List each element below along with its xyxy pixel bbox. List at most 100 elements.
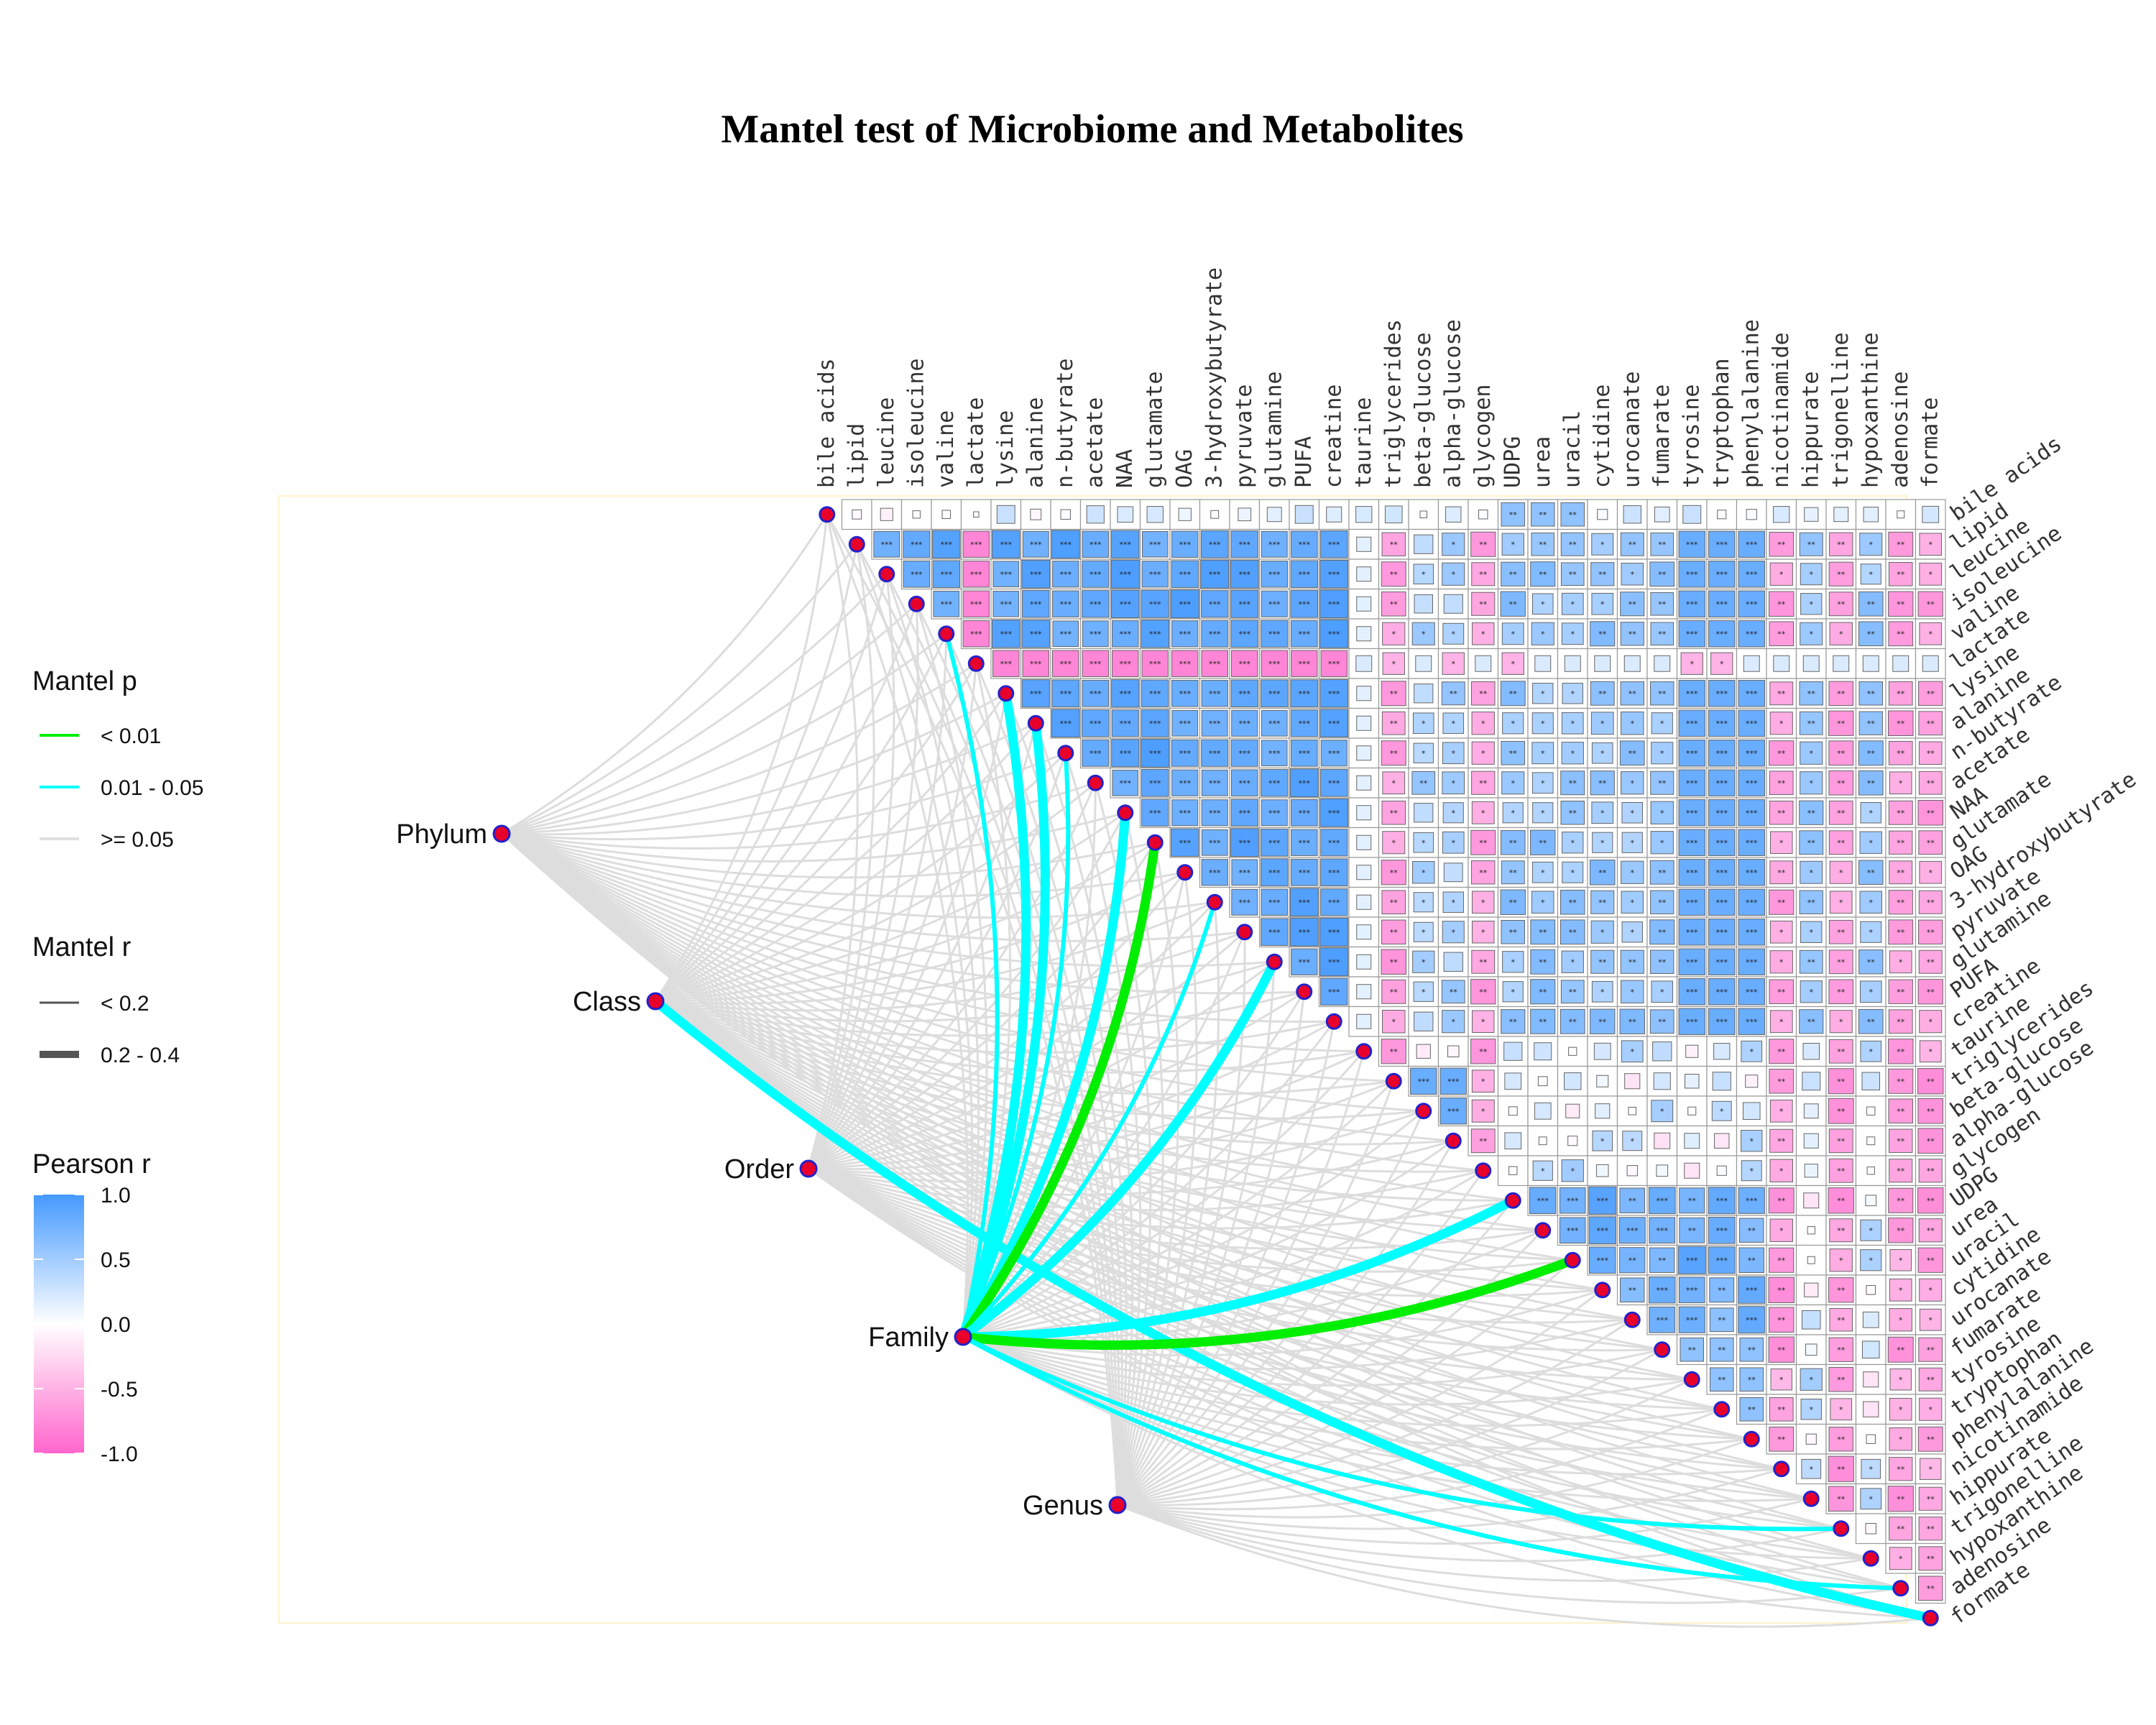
cell-lipid-nicotinamide: ** bbox=[1766, 528, 1797, 560]
cell-alanine-adenosine: ** bbox=[1885, 707, 1917, 739]
cell-nicotinamide-formate: * bbox=[1915, 1453, 1946, 1485]
cell-lactate-formate bbox=[1915, 648, 1946, 679]
cell-isoleucine-udpg: ** bbox=[1497, 588, 1529, 620]
node-hypoxanthine bbox=[1862, 1550, 1879, 1567]
cell-lysine-uracil: * bbox=[1557, 678, 1588, 709]
cell-triglycerides-nicotinamide: ** bbox=[1766, 1065, 1797, 1097]
cell-lysine-oag: *** bbox=[1169, 678, 1201, 709]
signif-mark: * bbox=[1779, 1375, 1784, 1384]
signif-mark: *** bbox=[1716, 809, 1728, 818]
cell-fumarate-trigonelline: ** bbox=[1825, 1334, 1857, 1366]
cell-valine-pufa: *** bbox=[1289, 618, 1320, 650]
signif-mark: * bbox=[1452, 838, 1456, 847]
link-family-cytidine bbox=[962, 1289, 1603, 1357]
signif-mark: *** bbox=[1209, 630, 1221, 639]
signif-mark: * bbox=[1869, 988, 1874, 997]
link-order-urocanate bbox=[808, 1167, 1633, 1324]
signif-mark: ** bbox=[1837, 1435, 1846, 1444]
signif-mark: ** bbox=[1837, 1077, 1846, 1086]
signif-mark: *** bbox=[1686, 570, 1698, 579]
link-order-hypoxanthine bbox=[808, 1167, 1871, 1560]
signif-mark: *** bbox=[1597, 1196, 1609, 1205]
signif-mark: *** bbox=[1686, 630, 1698, 639]
cell-leucine-glutamate: *** bbox=[1139, 558, 1171, 590]
cell-isoleucine-lactate: *** bbox=[960, 588, 992, 620]
signif-mark: ** bbox=[1837, 599, 1846, 609]
signif-mark: ** bbox=[1837, 809, 1846, 818]
cell-pyruvate-urea: ** bbox=[1527, 916, 1559, 948]
cell-glutamate-oag: *** bbox=[1169, 827, 1201, 858]
top-label-creatine: creatine bbox=[1321, 385, 1346, 489]
signif-mark: * bbox=[1779, 928, 1784, 937]
cell-isoleucine-pufa: *** bbox=[1289, 588, 1320, 620]
signif-mark: *** bbox=[1268, 570, 1281, 579]
signif-mark: * bbox=[1600, 928, 1605, 937]
cell-lipid-lysine: *** bbox=[990, 528, 1022, 560]
signif-mark: ** bbox=[1479, 599, 1488, 609]
cell-alanine-oag: *** bbox=[1169, 707, 1201, 739]
cell-n-butyrate-taurine bbox=[1348, 737, 1380, 769]
cell-glycogen-udpg bbox=[1497, 1155, 1529, 1187]
cell-pufa-taurine bbox=[1348, 976, 1380, 1008]
signif-mark: ** bbox=[1628, 1256, 1637, 1265]
cell-glycogen-formate: ** bbox=[1915, 1155, 1946, 1187]
cell-oag-hippurate: * bbox=[1795, 857, 1827, 888]
cell-lactate-glutamate: *** bbox=[1139, 648, 1171, 679]
signif-mark: * bbox=[1631, 988, 1635, 997]
signif-mark: * bbox=[1452, 659, 1456, 668]
cell-pyruvate-glutamine: *** bbox=[1258, 916, 1290, 948]
cell-n-butyrate-triglycerides: ** bbox=[1378, 737, 1409, 769]
signif-mark: * bbox=[1511, 659, 1516, 668]
cell-oag-hypoxanthine: ** bbox=[1855, 857, 1886, 888]
link-class-tyrosine bbox=[655, 1000, 1692, 1381]
signif-mark: *** bbox=[1000, 540, 1013, 549]
signif-mark: ** bbox=[1777, 749, 1786, 758]
node-tyrosine bbox=[1683, 1371, 1700, 1388]
cell-uracil-nicotinamide: ** bbox=[1766, 1244, 1797, 1276]
link-family-alanine bbox=[958, 722, 1050, 1339]
cell-udpg-fumarate: *** bbox=[1646, 1184, 1678, 1216]
cell-pufa-hypoxanthine: * bbox=[1855, 976, 1886, 1008]
signif-mark: *** bbox=[1746, 838, 1758, 847]
cell-lipid-taurine bbox=[1348, 528, 1380, 560]
cell-naa-uracil: ** bbox=[1557, 797, 1588, 829]
signif-mark: * bbox=[1481, 1017, 1485, 1026]
cell-fumarate-hippurate bbox=[1795, 1334, 1827, 1366]
link-family-acetate bbox=[962, 783, 1097, 1338]
cell-3-hydroxybutyrate-tyrosine: *** bbox=[1676, 886, 1708, 918]
link-class-bile-acids bbox=[654, 514, 829, 1002]
signif-mark: ** bbox=[1867, 719, 1876, 728]
cell-oag-pyruvate: *** bbox=[1229, 857, 1261, 888]
link-genus-3-hydroxybutyrate bbox=[1116, 902, 1220, 1506]
signif-mark: *** bbox=[1328, 988, 1340, 997]
signif-mark: * bbox=[1541, 599, 1545, 609]
cell-lipid-triglycerides: ** bbox=[1378, 528, 1409, 560]
cell-valine-formate: * bbox=[1915, 618, 1946, 650]
cell-oag-urea: * bbox=[1527, 857, 1559, 888]
cell-naa-hippurate: ** bbox=[1795, 797, 1827, 829]
node-acetate bbox=[1087, 774, 1104, 791]
signif-mark: *** bbox=[1030, 659, 1042, 668]
signif-mark: *** bbox=[1299, 689, 1311, 699]
node-bile-acids bbox=[819, 506, 836, 523]
cell-lipid-valine: *** bbox=[931, 528, 962, 560]
signif-mark: ** bbox=[1539, 928, 1547, 937]
signif-mark: *** bbox=[1268, 630, 1281, 639]
cell-leucine-hypoxanthine: * bbox=[1855, 558, 1886, 590]
cell-lipid-urocanate: ** bbox=[1616, 528, 1648, 560]
signif-mark: * bbox=[1750, 1047, 1754, 1057]
link-order-taurine bbox=[808, 1050, 1365, 1171]
cell-naa-fumarate: * bbox=[1646, 797, 1678, 829]
cell-valine-alpha-glucose: * bbox=[1437, 618, 1469, 650]
signif-mark: ** bbox=[1479, 778, 1488, 788]
cell-oag-pufa: *** bbox=[1289, 857, 1320, 888]
cell-valine-urea: * bbox=[1527, 618, 1559, 650]
link-class-lipid bbox=[654, 543, 858, 1002]
signif-mark: ** bbox=[1718, 1375, 1726, 1384]
cell-beta-glucose-formate: ** bbox=[1915, 1095, 1946, 1127]
cell-bile-acids-acetate bbox=[1079, 499, 1111, 530]
signif-mark: * bbox=[1511, 809, 1516, 818]
signif-mark: *** bbox=[1209, 838, 1221, 847]
cell-isoleucine-hippurate: * bbox=[1795, 588, 1827, 620]
signif-mark: * bbox=[1422, 898, 1426, 907]
